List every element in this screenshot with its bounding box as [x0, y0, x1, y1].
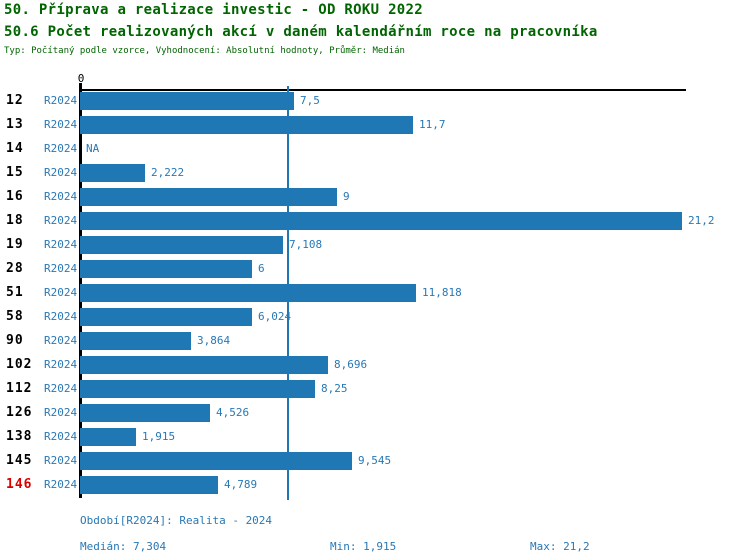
x-axis-zero-tick-label: 0: [77, 72, 85, 85]
row-series-label: R2024: [44, 382, 78, 395]
chart-top-border: [80, 89, 686, 91]
bar-value-label: 2,222: [151, 166, 185, 179]
row-series-label: R2024: [44, 166, 78, 179]
row-series-label: R2024: [44, 142, 78, 155]
bar: [80, 380, 315, 398]
bar: [80, 428, 136, 446]
row-category-label: 146: [6, 477, 33, 492]
row-category-label: 138: [6, 429, 33, 444]
row-series-label: R2024: [44, 334, 78, 347]
row-series-label: R2024: [44, 214, 78, 227]
row-series-label: R2024: [44, 454, 78, 467]
row-series-label: R2024: [44, 190, 78, 203]
bar: [80, 212, 682, 230]
report-title-line2: 50.6 Počet realizovaných akcí v daném ka…: [4, 24, 598, 40]
row-category-label: 18: [6, 213, 24, 228]
row-category-label: 16: [6, 189, 24, 204]
row-series-label: R2024: [44, 430, 78, 443]
bar-value-label: 9,545: [358, 454, 392, 467]
row-category-label: 90: [6, 333, 24, 348]
row-category-label: 145: [6, 453, 33, 468]
bar: [80, 308, 252, 326]
report-title-line1: 50. Příprava a realizace investic - OD R…: [4, 2, 423, 18]
bar: [80, 236, 283, 254]
footer-max: Max: 21,2: [530, 540, 590, 553]
bar: [80, 332, 191, 350]
row-category-label: 28: [6, 261, 24, 276]
bar-value-label: 21,2: [688, 214, 715, 227]
bar: [80, 164, 145, 182]
bar-value-label: 7,5: [300, 94, 320, 107]
row-series-label: R2024: [44, 358, 78, 371]
bar-value-label: 7,108: [289, 238, 323, 251]
bar: [80, 476, 218, 494]
bar: [80, 260, 252, 278]
row-category-label: 13: [6, 117, 24, 132]
row-category-label: 19: [6, 237, 24, 252]
row-series-label: R2024: [44, 238, 78, 251]
bar: [80, 116, 413, 134]
footer-period: Období[R2024]: Realita - 2024: [80, 514, 273, 527]
bar-value-label: 6,024: [258, 310, 292, 323]
row-series-label: R2024: [44, 310, 78, 323]
bar-value-label: 11,818: [422, 286, 462, 299]
row-series-label: R2024: [44, 118, 78, 131]
bar: [80, 92, 294, 110]
row-category-label: 51: [6, 285, 24, 300]
row-category-label: 58: [6, 309, 24, 324]
row-category-label: 102: [6, 357, 33, 372]
row-category-label: 15: [6, 165, 24, 180]
bar-value-label: 9: [343, 190, 350, 203]
footer-min: Min: 1,915: [330, 540, 397, 553]
row-category-label: 112: [6, 381, 33, 396]
report-subtitle: Typ: Počítaný podle vzorce, Vyhodnocení:…: [4, 46, 405, 56]
bar: [80, 356, 328, 374]
bar: [80, 188, 337, 206]
bar-value-label: 8,696: [334, 358, 368, 371]
bar-value-label: 6: [258, 262, 265, 275]
row-category-label: 14: [6, 141, 24, 156]
bar-value-label: 4,526: [216, 406, 250, 419]
bar: [80, 404, 210, 422]
bar: [80, 452, 352, 470]
row-series-label: R2024: [44, 478, 78, 491]
footer-median: Medián: 7,304: [80, 540, 167, 553]
bar-value-label: NA: [86, 142, 100, 155]
row-category-label: 12: [6, 93, 24, 108]
row-series-label: R2024: [44, 406, 78, 419]
bar-value-label: 11,7: [419, 118, 446, 131]
bar: [80, 284, 416, 302]
row-series-label: R2024: [44, 262, 78, 275]
bar-value-label: 3,864: [197, 334, 231, 347]
bar-value-label: 8,25: [321, 382, 348, 395]
row-series-label: R2024: [44, 286, 78, 299]
bar-value-label: 1,915: [142, 430, 176, 443]
bar-value-label: 4,789: [224, 478, 258, 491]
row-series-label: R2024: [44, 94, 78, 107]
row-category-label: 126: [6, 405, 33, 420]
